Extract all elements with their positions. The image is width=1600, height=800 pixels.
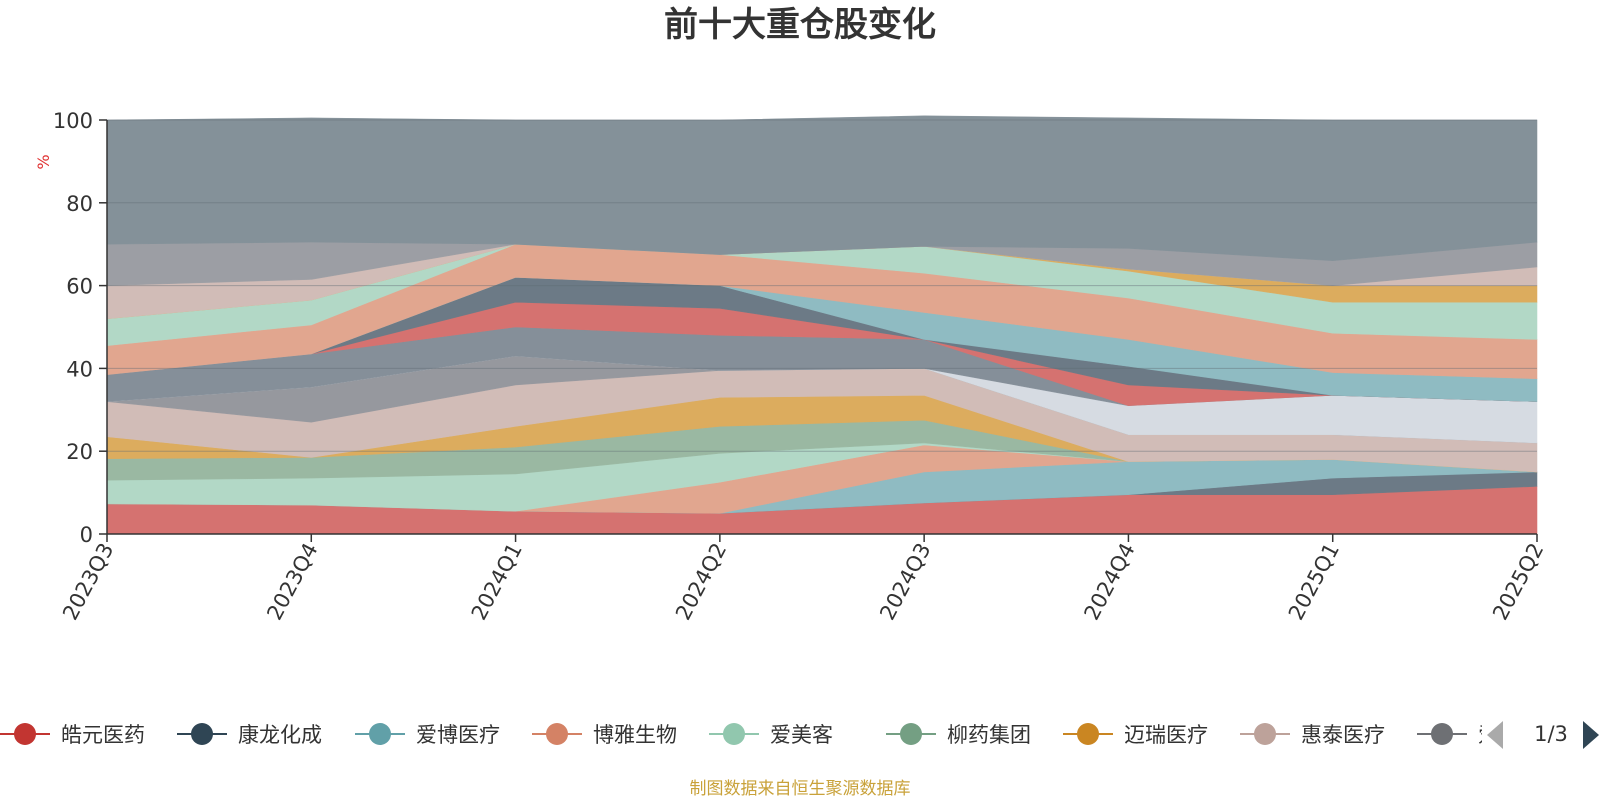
legend-item[interactable]: 爱尔眼科 xyxy=(1417,723,1562,747)
legend-item[interactable]: 博雅生物 xyxy=(532,723,677,747)
legend-label: 柳药集团 xyxy=(947,723,1031,747)
legend-marker xyxy=(1431,723,1453,745)
legend-label: 爱博医疗 xyxy=(416,723,500,747)
legend-label: 皓元医药 xyxy=(61,723,145,747)
x-tick-label: 2024Q3 xyxy=(875,539,935,624)
x-tick-label: 2025Q2 xyxy=(1488,539,1548,624)
legend-item[interactable]: 爱博医疗 xyxy=(355,723,500,747)
y-tick-label: 80 xyxy=(66,192,93,216)
x-tick-label: 2024Q2 xyxy=(671,539,731,624)
y-tick-label: 20 xyxy=(66,440,93,464)
legend-next-page-icon[interactable] xyxy=(1583,721,1599,749)
grid-lines xyxy=(107,119,1537,452)
legend-marker xyxy=(723,723,745,745)
legend-marker xyxy=(191,723,213,745)
legend-items: 皓元医药 康龙化成 爱博医疗 博雅生物 爱美客 柳药集团 迈瑞医疗 惠泰医疗 爱尔眼科 xyxy=(0,723,1562,747)
legend-marker xyxy=(369,723,391,745)
legend-item[interactable]: 柳药集团 xyxy=(886,723,1031,747)
y-axis-unit: % xyxy=(34,154,53,169)
x-tick-label: 2024Q4 xyxy=(1080,539,1140,624)
legend-item[interactable]: 爱美客 xyxy=(709,723,833,747)
area-series-20 xyxy=(106,115,1538,262)
legend-prev-page-icon[interactable] xyxy=(1487,721,1503,749)
legend-label: 博雅生物 xyxy=(593,723,677,747)
legend-label: 爱尔眼科 xyxy=(1478,723,1562,747)
y-tick-label: 0 xyxy=(80,523,93,547)
legend-label: 爱美客 xyxy=(770,723,833,747)
y-tick-label: 100 xyxy=(53,109,93,133)
x-tick-label: 2025Q1 xyxy=(1284,539,1344,624)
legend-marker xyxy=(546,723,568,745)
legend-item[interactable]: 惠泰医疗 xyxy=(1240,723,1385,747)
legend-marker xyxy=(14,723,36,745)
legend-marker xyxy=(1254,723,1276,745)
legend-label: 迈瑞医疗 xyxy=(1124,723,1208,747)
legend-item[interactable]: 康龙化成 xyxy=(177,723,322,747)
legend-marker xyxy=(900,723,922,745)
legend-label: 康龙化成 xyxy=(238,723,322,747)
y-tick-label: 40 xyxy=(66,357,93,381)
x-tick-label: 2024Q1 xyxy=(467,539,527,624)
legend-marker xyxy=(1077,723,1099,745)
legend-item[interactable]: 皓元医药 xyxy=(0,723,145,747)
legend-page-indicator: 1/3 xyxy=(1534,722,1568,746)
area-series-group xyxy=(106,115,1538,535)
x-tick-label: 2023Q3 xyxy=(58,539,118,624)
x-tick-label: 2023Q4 xyxy=(262,539,322,624)
source-note: 制图数据来自恒生聚源数据库 xyxy=(689,779,911,799)
chart-title: 前十大重仓股变化 xyxy=(664,5,936,45)
y-tick-label: 60 xyxy=(66,275,93,299)
legend-item[interactable]: 迈瑞医疗 xyxy=(1063,723,1208,747)
legend-label: 惠泰医疗 xyxy=(1301,723,1385,747)
